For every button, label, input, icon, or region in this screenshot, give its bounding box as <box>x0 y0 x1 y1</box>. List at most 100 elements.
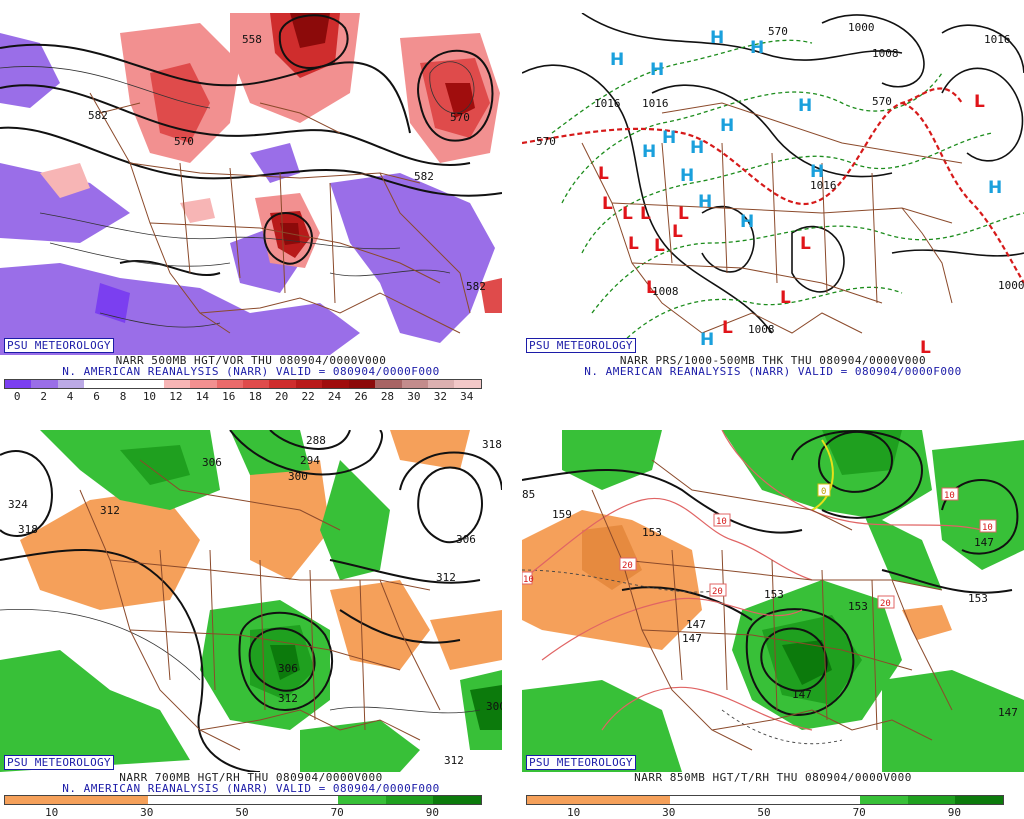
colorbar-swatch <box>242 796 291 804</box>
temperature-label: 20 <box>712 587 723 597</box>
map-500mb-vorticity: 558 582 570 582 582 570 <box>0 13 502 355</box>
contour-label: 147 <box>682 632 702 645</box>
colorbar-tick-label: 28 <box>380 390 395 401</box>
contour-label: 306 <box>278 662 298 675</box>
chart-caption: NARR 850MB HGT/T/RH THU 080904/0000V000 <box>634 771 912 784</box>
colorbar-swatch <box>57 380 85 388</box>
temperature-label: 10 <box>944 491 955 501</box>
contour-label: 294 <box>300 454 320 467</box>
colorbar-swatch <box>322 380 349 388</box>
colorbar-tick-label: 8 <box>119 390 127 401</box>
colorbar-tick-label: 16 <box>222 390 236 401</box>
high-pressure-marker: H <box>810 162 824 182</box>
contour-label: 312 <box>278 692 298 705</box>
colorbar-tick-label: 18 <box>248 390 262 401</box>
temperature-label: 10 <box>716 517 727 527</box>
contour-label: 312 <box>444 754 464 767</box>
low-pressure-marker: L <box>654 236 665 256</box>
colorbar-swatch <box>907 796 956 804</box>
high-pressure-marker: H <box>690 138 704 158</box>
colorbar-swatch <box>717 796 765 804</box>
colorbar-swatch <box>375 380 402 388</box>
contour-label: 570 <box>450 111 470 124</box>
contour-label: 1016 <box>594 97 621 110</box>
colorbar-tick-label: 70 <box>852 806 866 819</box>
contour-label: 1016 <box>642 97 669 110</box>
colorbar-swatch <box>433 796 481 804</box>
colorbar-swatch <box>137 380 164 388</box>
vorticity-colorbar-ticks: 0 2 4 6 8 10 12 14 16 18 20 22 24 26 28 30 32 34 <box>4 390 480 401</box>
colorbar-tick-label: 10 <box>566 806 581 819</box>
contour-label: 312 <box>100 504 120 517</box>
contour-label: 153 <box>848 600 868 613</box>
high-pressure-marker: H <box>642 142 656 162</box>
map-850mb-temperature-rh: 159 153 147 153 147 153 147 153 147 147 … <box>522 430 1024 772</box>
high-pressure-marker: H <box>720 116 734 136</box>
temperature-label: 10 <box>523 575 534 585</box>
contour-label: 570 <box>174 135 194 148</box>
colorbar-swatch <box>338 796 386 804</box>
map-700mb-rh: 288 294 300 306 318 324 318 312 306 312 … <box>0 430 502 772</box>
psu-meteorology-badge: PSU METEOROLOGY <box>4 338 114 353</box>
low-pressure-marker: L <box>628 234 639 254</box>
contour-label: 582 <box>466 280 486 293</box>
colorbar-swatch <box>812 796 861 804</box>
colorbar-tick-label: 30 <box>407 390 421 401</box>
colorbar-swatch <box>454 380 481 388</box>
contour-label: 300 <box>288 470 308 483</box>
contour-label: 288 <box>306 434 326 447</box>
high-pressure-marker: H <box>740 212 754 232</box>
contour-label: 570 <box>872 95 892 108</box>
colorbar-swatch <box>401 380 428 388</box>
colorbar-swatch <box>622 796 670 804</box>
contour-label: 147 <box>686 618 706 631</box>
contour-label: 1000 <box>998 279 1024 292</box>
colorbar-tick-label: 10 <box>44 806 59 819</box>
valid-time-caption: N. AMERICAN REANALYSIS (NARR) VALID = 08… <box>584 365 962 378</box>
contour-label: 570 <box>768 25 788 38</box>
contour-label: 318 <box>482 438 502 451</box>
high-pressure-marker: H <box>700 330 714 350</box>
temperature-label: 20 <box>622 561 633 571</box>
low-pressure-marker: L <box>602 194 613 214</box>
rh-colorbar-ticks: 10 30 50 70 90 <box>4 806 480 819</box>
contour-label: 1016 <box>984 33 1011 46</box>
contour-label: 312 <box>436 571 456 584</box>
colorbar-swatch <box>242 380 270 388</box>
contour-label: 300 <box>486 700 502 713</box>
vorticity-colorbar <box>4 379 482 389</box>
contour-label: 324 <box>8 498 28 511</box>
contour-label: 1008 <box>748 323 775 336</box>
panel-700mb-rh: 288 294 300 306 318 324 318 312 306 312 … <box>0 430 502 819</box>
high-pressure-marker: H <box>650 60 664 80</box>
contour-label: 306 <box>202 456 222 469</box>
colorbar-tick-label: 34 <box>460 390 474 401</box>
low-pressure-marker: L <box>800 234 811 254</box>
contour-label: 1016 <box>810 179 837 192</box>
colorbar-swatch <box>527 796 575 804</box>
colorbar-tick-label: 32 <box>433 390 447 401</box>
colorbar-swatch <box>428 380 455 388</box>
colorbar-swatch <box>764 796 813 804</box>
colorbar-tick-label: 6 <box>93 390 100 401</box>
colorbar-swatch <box>163 380 191 388</box>
contour-label: 570 <box>536 135 556 148</box>
low-pressure-marker: L <box>722 318 733 338</box>
contour-label: 147 <box>998 706 1018 719</box>
colorbar-swatch <box>348 380 376 388</box>
colorbar-tick-label: 70 <box>330 806 344 819</box>
contour-label: 153 <box>764 588 784 601</box>
colorbar-tick-label: 30 <box>662 806 676 819</box>
high-pressure-marker: H <box>610 50 624 70</box>
high-pressure-marker: H <box>680 166 694 186</box>
chart-caption: NARR 500MB HGT/VOR THU 080904/0000V000 <box>115 354 387 367</box>
colorbar-swatch <box>860 796 908 804</box>
low-pressure-marker: L <box>646 278 657 298</box>
panel-500mb-vorticity: 558 582 570 582 582 570 PSU METEOROLOGY … <box>0 13 502 401</box>
low-pressure-marker: L <box>920 338 931 355</box>
contour-label: 1008 <box>872 47 899 60</box>
contour-label: 147 <box>974 536 994 549</box>
colorbar-swatch <box>269 380 296 388</box>
high-pressure-marker: H <box>710 28 724 48</box>
low-pressure-marker: L <box>640 204 651 224</box>
